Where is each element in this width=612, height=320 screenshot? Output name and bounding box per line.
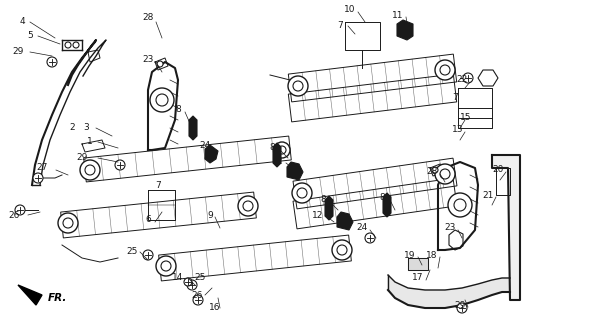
- Text: 10: 10: [344, 5, 356, 14]
- Circle shape: [161, 261, 171, 271]
- Circle shape: [150, 88, 174, 112]
- Circle shape: [365, 233, 375, 243]
- Text: 24: 24: [356, 223, 368, 233]
- Circle shape: [243, 201, 253, 211]
- Circle shape: [288, 76, 308, 96]
- Circle shape: [33, 173, 43, 183]
- Circle shape: [184, 278, 192, 286]
- Polygon shape: [337, 212, 353, 230]
- Polygon shape: [18, 285, 42, 305]
- Text: 2: 2: [69, 124, 75, 132]
- Text: 28: 28: [143, 13, 154, 22]
- Text: 6: 6: [145, 215, 151, 225]
- Circle shape: [435, 60, 455, 80]
- Circle shape: [332, 240, 352, 260]
- Text: 29: 29: [12, 47, 24, 57]
- Polygon shape: [273, 143, 281, 167]
- Text: 24: 24: [200, 140, 211, 149]
- Polygon shape: [287, 162, 303, 180]
- Text: 25: 25: [126, 247, 138, 257]
- Circle shape: [448, 193, 472, 217]
- Text: 7: 7: [452, 93, 458, 102]
- Text: 26: 26: [9, 211, 20, 220]
- Circle shape: [58, 213, 78, 233]
- Circle shape: [457, 303, 467, 313]
- Circle shape: [440, 169, 450, 179]
- Text: 12: 12: [312, 211, 324, 220]
- Text: 16: 16: [209, 303, 221, 313]
- Circle shape: [115, 160, 125, 170]
- Polygon shape: [325, 196, 333, 220]
- Text: 22: 22: [457, 76, 468, 84]
- Polygon shape: [383, 193, 391, 217]
- Text: 29: 29: [76, 154, 88, 163]
- Circle shape: [157, 61, 163, 67]
- Polygon shape: [189, 116, 197, 140]
- Polygon shape: [388, 275, 510, 308]
- Circle shape: [463, 73, 473, 83]
- Text: 12: 12: [272, 157, 284, 166]
- Circle shape: [432, 167, 438, 173]
- Circle shape: [435, 164, 455, 184]
- Polygon shape: [492, 155, 520, 300]
- Text: 8: 8: [320, 196, 326, 204]
- Circle shape: [143, 250, 153, 260]
- Text: 20: 20: [492, 165, 504, 174]
- Text: 11: 11: [392, 11, 404, 20]
- Polygon shape: [205, 145, 218, 163]
- Text: 3: 3: [83, 124, 89, 132]
- Text: 8: 8: [379, 194, 385, 203]
- Circle shape: [440, 65, 450, 75]
- Circle shape: [73, 42, 79, 48]
- Circle shape: [297, 188, 307, 198]
- Text: 17: 17: [412, 274, 424, 283]
- Polygon shape: [397, 20, 413, 40]
- Circle shape: [80, 160, 100, 180]
- Text: 23: 23: [143, 55, 154, 65]
- Text: 27: 27: [36, 164, 48, 172]
- Text: 7: 7: [337, 20, 343, 29]
- Text: 9: 9: [207, 211, 213, 220]
- Circle shape: [85, 165, 95, 175]
- Text: FR.: FR.: [48, 293, 67, 303]
- Circle shape: [156, 256, 176, 276]
- Text: 13: 13: [452, 125, 464, 134]
- Circle shape: [15, 205, 25, 215]
- Circle shape: [65, 42, 71, 48]
- Circle shape: [293, 81, 303, 91]
- Circle shape: [454, 199, 466, 211]
- Polygon shape: [408, 258, 428, 270]
- Circle shape: [238, 196, 258, 216]
- Text: 26: 26: [192, 291, 203, 300]
- Text: 15: 15: [460, 114, 472, 123]
- Circle shape: [193, 295, 203, 305]
- Circle shape: [156, 94, 168, 106]
- Circle shape: [187, 280, 197, 290]
- Text: 25: 25: [195, 274, 206, 283]
- Text: 8: 8: [175, 106, 181, 115]
- Text: 8: 8: [269, 143, 275, 153]
- Circle shape: [337, 245, 347, 255]
- Circle shape: [63, 218, 73, 228]
- Text: 19: 19: [405, 251, 416, 260]
- Text: 5: 5: [27, 31, 33, 41]
- Text: 23: 23: [444, 223, 456, 233]
- Text: 1: 1: [87, 138, 93, 147]
- Text: 7: 7: [155, 180, 161, 189]
- Circle shape: [292, 183, 312, 203]
- Text: 4: 4: [19, 18, 25, 27]
- Text: 28: 28: [427, 167, 438, 177]
- Circle shape: [47, 57, 57, 67]
- Text: 18: 18: [426, 251, 438, 260]
- Text: 29: 29: [454, 300, 466, 309]
- Text: 14: 14: [173, 274, 184, 283]
- Circle shape: [274, 142, 290, 158]
- Text: 21: 21: [482, 190, 494, 199]
- Circle shape: [278, 146, 286, 154]
